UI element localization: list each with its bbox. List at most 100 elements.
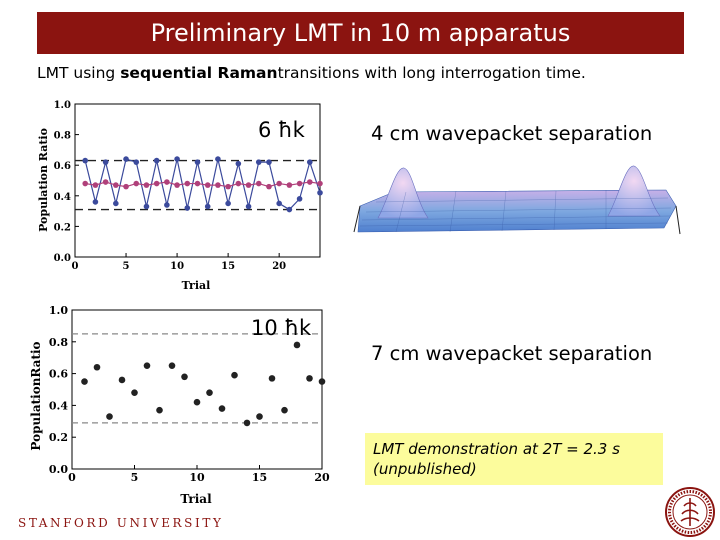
label-4cm-separation: 4 cm wavepacket separation (371, 122, 653, 145)
chart2-xtick-label: 10 (189, 471, 205, 484)
chart2-series-0-point (156, 406, 163, 414)
chart2-series-0-point (143, 362, 151, 369)
chart1-series-1-point (143, 182, 150, 188)
chart1-series-0-point (245, 203, 252, 210)
chart1-xtick-label: 15 (221, 261, 235, 272)
chart2-series-0-point (243, 419, 251, 427)
chart1-series-1-point (92, 182, 99, 188)
chart2-series-0-point (106, 413, 113, 420)
chart2-ytick-label: 0.8 (49, 336, 68, 349)
subtitle-post: transitions with long interrogation time… (277, 64, 586, 82)
subtitle-bold: sequential Raman (120, 64, 278, 82)
chart1-series-1-point (102, 179, 109, 185)
chart2-series-0-point (281, 406, 288, 414)
chart1-series-0-point (225, 200, 231, 207)
label-7cm-separation: 7 cm wavepacket separation (371, 342, 653, 365)
chart2-xtick-label: 15 (252, 471, 267, 484)
chart2-series-0-point (181, 373, 188, 381)
chart2-xtick-label: 5 (131, 471, 139, 484)
chart2-ytick-label: 0.6 (49, 368, 68, 381)
slide-title: Preliminary LMT in 10 m apparatus (37, 12, 684, 54)
subtitle-pre: LMT using (37, 64, 121, 82)
surface-base-edge (353, 205, 361, 233)
chart1-ylabel: Population Ratio (37, 128, 50, 232)
chart2-series-0-point (256, 413, 263, 420)
chart1-series-0-point (102, 159, 109, 165)
chart1-series-0-point (296, 196, 303, 202)
chart1-series-0-point (174, 156, 180, 162)
chart2-series-0-point (306, 375, 313, 382)
chart1-series-1-point (235, 180, 242, 187)
note-line-2: (unpublished) (373, 460, 477, 478)
chart2-series-0-point (206, 389, 213, 396)
chart2-xtick-label: 0 (68, 471, 76, 484)
chart1-series-1-point (225, 183, 231, 190)
surface-mesh (359, 190, 672, 233)
chart2-series-0-point (318, 378, 326, 385)
chart2-ytick-label: 0.0 (49, 463, 68, 476)
footer-university: STANFORD UNIVERSITY (18, 516, 224, 530)
chart1-series-0-point (317, 189, 323, 196)
chart2-ylabel: PopulationRatio (29, 341, 43, 450)
chart1-series-0-point (82, 157, 89, 164)
chart1-series-0-point (215, 156, 221, 162)
chart1-series-1-point (123, 183, 129, 190)
chart1-series-1-point (113, 182, 119, 188)
chart1-series-0-point (92, 199, 99, 205)
chart1-series-1-point (296, 180, 303, 187)
chart1-series-1-point (266, 183, 272, 190)
chart1-series-0-point (286, 206, 293, 213)
chart1-series-1-point (164, 179, 170, 185)
chart1-series-0-point (235, 160, 242, 167)
chart2-series-0-point (218, 405, 226, 412)
chart2-series-0-point (81, 378, 88, 385)
chart1-series-1-point (153, 180, 160, 187)
chart2-xlabel: Trial (180, 492, 212, 506)
chart1-series-0-point (123, 156, 129, 162)
surface-peak-right (607, 165, 661, 217)
chart1-series-1-point (174, 182, 180, 188)
chart1-series-0-point (164, 202, 170, 208)
chart1-series-0-point (153, 157, 160, 164)
note-line-1: LMT demonstration at 2T = 2.3 s (373, 440, 620, 458)
chart1-xtick-label: 10 (170, 261, 184, 272)
chart1-series-1-point (276, 180, 282, 187)
chart1-series-0-point (194, 159, 201, 165)
chart1-ytick-label: 0.0 (54, 253, 71, 264)
surface-side-edge (675, 205, 681, 235)
chart2-series-0-point (293, 341, 301, 349)
chart1-xtick-label: 5 (123, 261, 130, 272)
chart1-series-0-point (266, 159, 272, 165)
chart2-xtick-label: 20 (314, 471, 330, 484)
chart1-series-0-line (84, 158, 321, 211)
chart1-series-0-point (143, 203, 150, 210)
chart1-series-0-point (113, 200, 119, 207)
chart1-series-0-point (255, 159, 262, 165)
chart1-series-0-point (306, 159, 313, 165)
chart1-series-0-point (276, 200, 282, 207)
chart1-ytick-label: 0.4 (54, 192, 71, 203)
chart1-series-1-point (286, 182, 293, 188)
chart2-ytick-label: 0.2 (49, 431, 68, 444)
chart1-ytick-label: 0.2 (54, 222, 71, 233)
label-6hk: 6 ħk (258, 118, 305, 142)
chart1-ytick-label: 0.6 (54, 161, 71, 172)
chart1-series-1-point (184, 180, 191, 187)
chart2-series-0-point (118, 376, 126, 384)
chart1-series-1-point (317, 180, 323, 187)
chart1-series-0-point (133, 159, 140, 165)
chart1-series-1-line (85, 181, 321, 188)
chart1-xtick-label: 20 (272, 261, 286, 272)
chart2-series-0-point (231, 371, 238, 379)
chart1-series-0-point (204, 203, 211, 210)
chart2-series-0-point (268, 375, 276, 382)
chart1-series-0-point (184, 205, 191, 211)
chart2-series-0-point (131, 389, 138, 396)
stanford-seal-icon (665, 487, 715, 537)
wavepacket-surface-image (353, 165, 681, 235)
chart1-series-1-point (306, 179, 313, 185)
chart2-ytick-label: 1.0 (49, 304, 68, 317)
chart1-xlabel: Trial (182, 279, 211, 292)
chart1-ytick-label: 0.8 (54, 131, 71, 142)
chart1-series-1-point (215, 182, 221, 188)
